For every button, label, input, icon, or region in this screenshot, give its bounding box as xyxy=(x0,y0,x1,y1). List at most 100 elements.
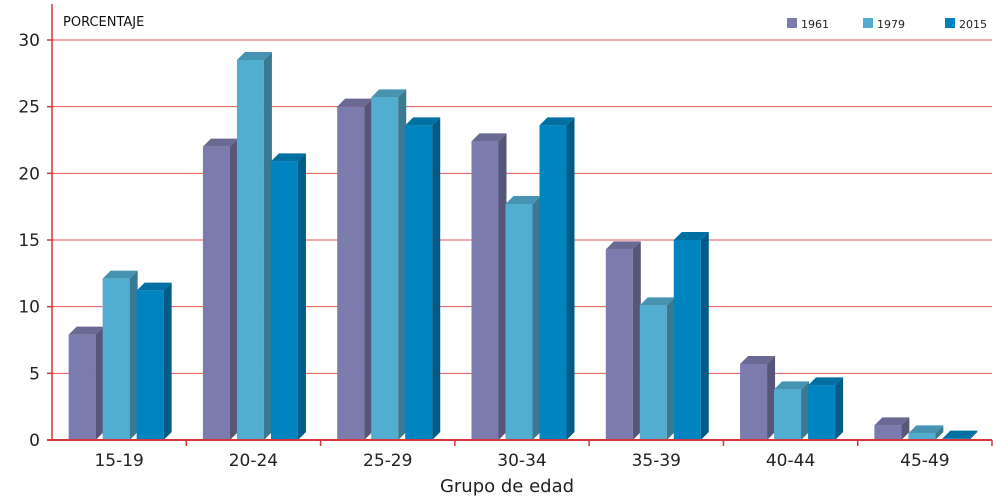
legend-label: 2015 xyxy=(959,18,987,31)
bar-front xyxy=(808,385,836,440)
bar-2015-30-34 xyxy=(539,117,575,440)
bar-side xyxy=(297,153,306,441)
legend-label: 1979 xyxy=(877,18,905,31)
y-tick-label: 10 xyxy=(18,298,40,318)
bar-2015-15-19 xyxy=(136,282,172,440)
x-category-label: 45-49 xyxy=(900,451,949,471)
bar-top xyxy=(68,326,104,335)
bars xyxy=(68,52,978,441)
bar-side xyxy=(666,297,675,440)
bar-front xyxy=(740,364,768,440)
bar-2015-35-39 xyxy=(673,232,709,440)
bar-front xyxy=(539,125,567,440)
bar-front xyxy=(673,240,701,440)
x-category-label: 35-39 xyxy=(632,451,681,471)
bar-top xyxy=(605,241,641,250)
bar-1961-20-24 xyxy=(202,138,238,440)
bar-top xyxy=(740,356,776,364)
bar-top xyxy=(942,430,978,439)
y-tick-label: 20 xyxy=(18,164,40,184)
bar-top xyxy=(774,381,810,390)
bar-front xyxy=(405,125,433,440)
bar-side xyxy=(398,89,407,440)
bar-front xyxy=(337,106,365,441)
bar-side xyxy=(835,377,844,440)
bar-side xyxy=(95,326,104,440)
bar-1961-25-29 xyxy=(337,98,373,441)
legend-swatch-2015 xyxy=(945,18,955,28)
x-category-label: 30-34 xyxy=(497,451,546,471)
bar-side xyxy=(263,52,272,440)
x-category-label: 20-24 xyxy=(229,451,278,471)
bar-top xyxy=(874,417,910,426)
bar-1961-45-49 xyxy=(874,417,910,440)
legend-label: 1961 xyxy=(801,18,829,31)
bar-side xyxy=(767,356,776,440)
bar-side xyxy=(935,425,944,440)
bar-2015-20-24 xyxy=(270,153,306,441)
bar-front xyxy=(202,146,230,440)
bar-1979-25-29 xyxy=(371,89,407,440)
x-category-label: 40-44 xyxy=(766,451,815,471)
bar-top xyxy=(337,98,373,107)
bar-front xyxy=(136,290,164,440)
bar-1979-15-19 xyxy=(102,270,138,440)
bar-1961-40-44 xyxy=(740,356,776,440)
bar-front xyxy=(874,425,902,440)
bar-1979-45-49 xyxy=(908,425,944,440)
y-tick-label: 15 xyxy=(18,231,40,251)
y-tick-label: 5 xyxy=(29,364,40,384)
bar-front xyxy=(605,249,633,440)
bar-front xyxy=(639,305,667,440)
bar-side xyxy=(901,417,910,440)
bar-1961-35-39 xyxy=(605,241,641,440)
y-tick-label: 30 xyxy=(18,31,40,51)
bar-side xyxy=(700,232,709,440)
bar-side xyxy=(532,196,541,440)
bar-side xyxy=(498,133,507,441)
bar-top xyxy=(405,117,441,126)
bar-side xyxy=(566,117,575,440)
bar-front xyxy=(236,60,264,440)
legend-swatch-1961 xyxy=(787,18,797,28)
bar-front xyxy=(68,334,96,440)
x-category-label: 15-19 xyxy=(94,451,143,471)
bar-top xyxy=(639,297,675,306)
bar-front xyxy=(371,97,399,440)
bar-front xyxy=(102,278,130,440)
bar-top xyxy=(236,52,272,60)
bar-side xyxy=(229,138,238,440)
x-axis-categories: 15-19 20-24 25-29 30-34 35-39 40-44 45-49 xyxy=(94,440,993,471)
bar-top xyxy=(270,153,306,162)
bar-top xyxy=(673,232,709,240)
bar-front xyxy=(505,204,533,440)
bar-front xyxy=(270,161,298,441)
bar-top xyxy=(505,196,541,204)
bar-top xyxy=(471,133,507,142)
y-tick-label: 25 xyxy=(18,98,40,118)
bar-front xyxy=(471,141,499,441)
legend-swatch-1979 xyxy=(863,18,873,28)
bar-side xyxy=(364,98,373,441)
bar-side xyxy=(163,282,172,440)
bar-top xyxy=(539,117,575,126)
bar-1961-30-34 xyxy=(471,133,507,441)
bar-2015-40-44 xyxy=(808,377,844,440)
legend: 1961 1979 2015 xyxy=(787,18,987,31)
bar-top xyxy=(136,282,172,291)
x-category-label: 25-29 xyxy=(363,451,412,471)
bar-side xyxy=(432,117,441,440)
bar-top xyxy=(371,89,407,98)
bar-1961-15-19 xyxy=(68,326,104,440)
bar-top xyxy=(202,138,238,147)
bar-2015-25-29 xyxy=(405,117,441,440)
bar-2015-45-49 xyxy=(942,430,978,440)
bar-1979-40-44 xyxy=(774,381,810,440)
bar-top xyxy=(102,270,138,279)
y-axis-ticks: 0 5 10 15 20 25 30 xyxy=(18,31,52,451)
x-axis-title: Grupo de edad xyxy=(440,476,574,497)
y-axis-title: PORCENTAJE xyxy=(63,15,144,30)
axes xyxy=(47,4,992,441)
bar-top xyxy=(808,377,844,386)
